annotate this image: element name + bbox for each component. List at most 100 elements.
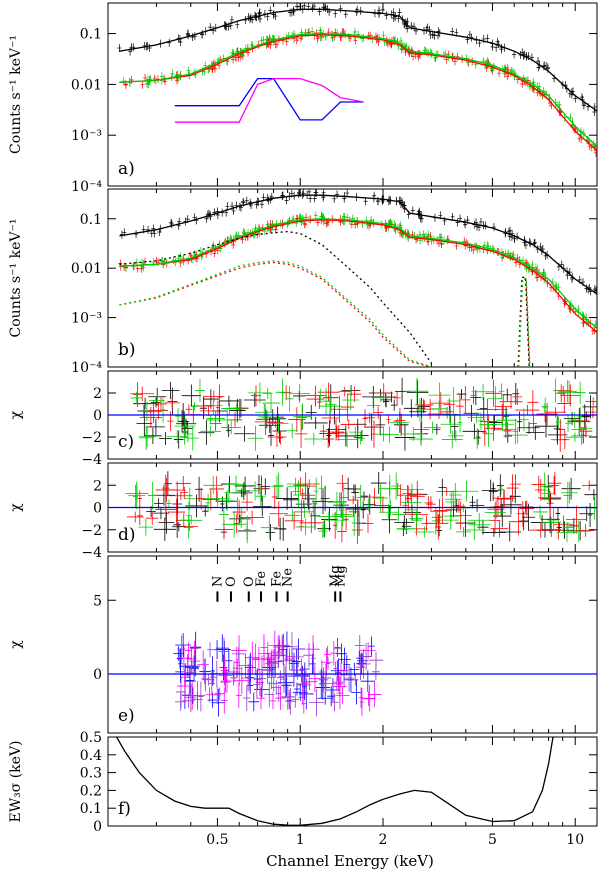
residual-point <box>470 390 482 406</box>
residual-point <box>190 635 202 661</box>
data-point <box>308 194 313 203</box>
data-point <box>273 225 278 234</box>
plot-area-e <box>108 630 597 717</box>
data-point <box>225 202 230 211</box>
residual-point <box>243 685 251 711</box>
residual-point <box>343 508 349 531</box>
residual-point <box>220 671 231 693</box>
residual-point <box>436 524 442 537</box>
residual-point <box>539 472 550 501</box>
data-point <box>355 5 360 14</box>
residual-point <box>253 669 261 699</box>
residual-point <box>317 382 340 402</box>
residual-point <box>456 389 467 399</box>
residual-point <box>294 419 308 448</box>
y-tick-label: 0.1 <box>80 801 102 817</box>
residual-point <box>205 493 211 512</box>
residual-point <box>252 643 259 676</box>
line-id-label: Fe <box>270 571 285 587</box>
data-point <box>152 229 157 238</box>
residual-point <box>362 514 374 533</box>
residual-point <box>561 481 578 504</box>
y-tick-label: 0.4 <box>80 748 102 764</box>
data-point <box>296 189 301 198</box>
data-point <box>170 69 175 78</box>
series-b-5-green <box>119 260 432 367</box>
residual-point <box>138 518 154 536</box>
data-point <box>249 200 254 209</box>
residual-point <box>322 430 335 448</box>
line-id-label: O <box>224 576 239 587</box>
residual-point <box>366 395 381 416</box>
residual-point <box>195 476 203 502</box>
residual-point <box>471 383 495 400</box>
residual-point <box>443 398 456 411</box>
y-tick-label: 0 <box>93 667 102 683</box>
residual-point <box>473 428 481 449</box>
residual-point <box>166 429 188 444</box>
residual-point <box>260 516 278 540</box>
residual-point <box>565 432 584 442</box>
y-axis-label-d: χ <box>8 503 24 512</box>
residual-point <box>333 661 339 676</box>
residual-point <box>221 402 239 415</box>
residual-point <box>498 383 505 400</box>
residual-point <box>332 672 345 692</box>
series-b-3-black <box>119 230 432 364</box>
residual-point <box>483 420 494 447</box>
residual-point <box>540 493 561 505</box>
residual-point <box>335 431 359 448</box>
residual-point <box>209 656 216 686</box>
residual-point <box>525 425 545 440</box>
residual-point <box>126 511 144 523</box>
residual-point <box>351 680 362 705</box>
residual-point <box>189 650 201 672</box>
data-point <box>171 256 176 265</box>
residual-point <box>431 507 440 535</box>
residual-point <box>241 492 253 512</box>
data-point <box>432 31 437 40</box>
residual-point <box>175 475 191 491</box>
residual-point <box>231 635 247 666</box>
residual-point <box>327 686 336 707</box>
residual-point <box>394 424 416 451</box>
residual-point <box>396 524 416 534</box>
data-point <box>215 207 220 216</box>
residual-point <box>280 517 287 541</box>
residual-point <box>414 526 435 538</box>
residual-point <box>251 481 260 501</box>
residual-point <box>185 404 193 415</box>
residual-point <box>125 485 149 502</box>
residual-point <box>476 429 481 445</box>
residual-point <box>163 471 172 497</box>
data-point <box>522 238 527 247</box>
residual-point <box>218 667 234 683</box>
series-a-4-magenta <box>174 77 364 123</box>
residual-point <box>257 475 266 502</box>
residual-point <box>423 421 442 434</box>
data-point <box>280 191 285 200</box>
residual-point <box>303 643 315 668</box>
data-point <box>335 190 340 199</box>
residual-point <box>299 488 306 500</box>
residual-point <box>243 393 266 407</box>
residual-point <box>553 378 558 403</box>
residual-point <box>150 397 162 408</box>
residual-point <box>442 510 459 530</box>
data-point <box>324 219 329 228</box>
residual-point <box>460 386 471 414</box>
y-tick-label: 0.01 <box>71 261 102 277</box>
residual-point <box>236 682 242 708</box>
residual-point <box>330 418 342 441</box>
residual-point <box>571 425 587 434</box>
residual-point <box>406 380 429 405</box>
residual-point <box>410 480 424 508</box>
data-point <box>151 224 156 233</box>
residual-point <box>220 687 228 714</box>
data-point <box>259 200 264 209</box>
residual-point <box>512 388 523 405</box>
residual-point <box>260 478 271 495</box>
data-point <box>178 38 183 47</box>
panels-group: 0.1 0.01 10⁻³ 10⁻⁴ Counts s⁻¹ keV⁻¹ a) 0.1 0.01… <box>8 2 598 848</box>
data-point <box>235 20 240 29</box>
